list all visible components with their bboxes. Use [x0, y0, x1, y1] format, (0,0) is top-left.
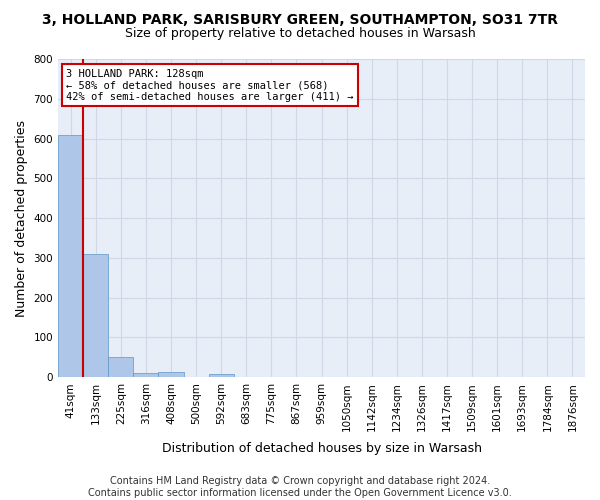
Y-axis label: Number of detached properties: Number of detached properties [15, 120, 28, 316]
Bar [58, 136, 83, 378]
Text: Contains HM Land Registry data © Crown copyright and database right 2024.
Contai: Contains HM Land Registry data © Crown c… [88, 476, 512, 498]
Text: Size of property relative to detached houses in Warsash: Size of property relative to detached ho… [125, 28, 475, 40]
X-axis label: Distribution of detached houses by size in Warsash: Distribution of detached houses by size … [161, 442, 482, 455]
Bar [209, 374, 233, 378]
Text: 3, HOLLAND PARK, SARISBURY GREEN, SOUTHAMPTON, SO31 7TR: 3, HOLLAND PARK, SARISBURY GREEN, SOUTHA… [42, 12, 558, 26]
Bar [83, 254, 108, 378]
Bar [158, 372, 184, 378]
Bar [108, 356, 133, 378]
Bar [133, 372, 158, 378]
Text: 3 HOLLAND PARK: 128sqm
← 58% of detached houses are smaller (568)
42% of semi-de: 3 HOLLAND PARK: 128sqm ← 58% of detached… [66, 68, 353, 102]
